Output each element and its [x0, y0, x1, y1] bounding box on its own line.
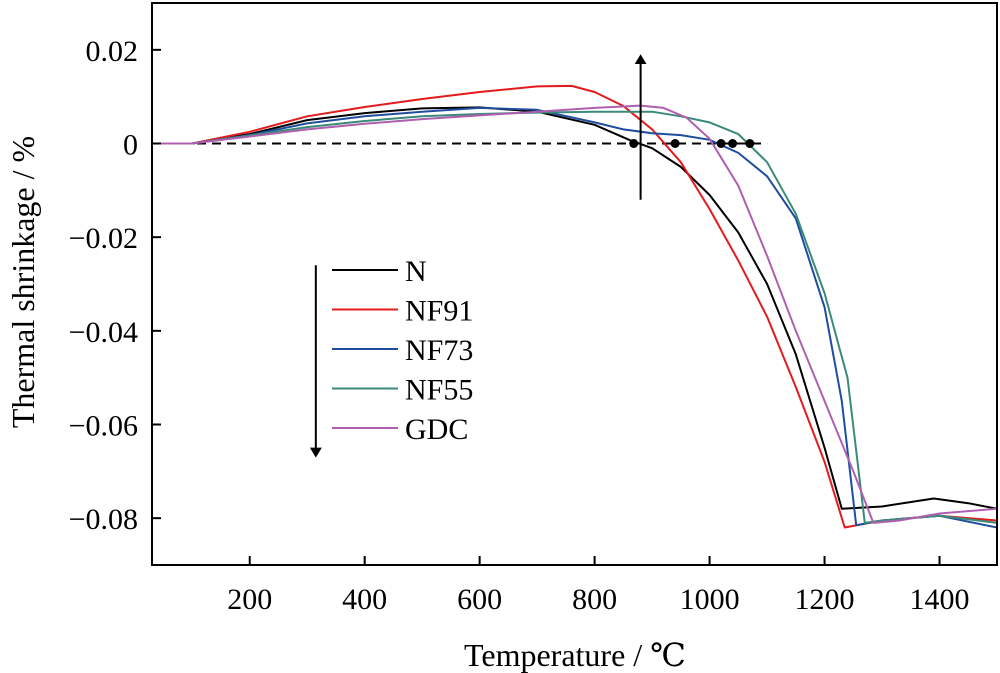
- onset-point: [716, 139, 726, 148]
- onset-point: [629, 139, 639, 148]
- x-tick-label: 600: [457, 583, 502, 616]
- plot-frame: [151, 2, 998, 566]
- series-line-nf91: [152, 84, 997, 529]
- plot-area: [152, 84, 997, 529]
- legend-label-n: N: [405, 255, 427, 288]
- legend-label-nf55: NF55: [405, 374, 473, 407]
- axes: 200 400 600 800 1000 1200 1400 0.02 0 −0.02 −0.04 −…: [69, 2, 998, 616]
- legend-label-gdc: GDC: [405, 413, 468, 446]
- y-tick-label: −0.02: [69, 222, 138, 255]
- x-tick-label: 1400: [910, 583, 970, 616]
- y-tick-label: −0.08: [69, 503, 138, 536]
- onset-point: [670, 139, 680, 148]
- legend-label-nf91: NF91: [405, 295, 473, 328]
- legend-label-nf73: NF73: [405, 334, 473, 367]
- x-tick-label: 800: [572, 583, 617, 616]
- legend: N NF91 NF73 NF55 GDC: [332, 255, 473, 446]
- x-tick-label: 200: [227, 583, 272, 616]
- onset-point: [728, 139, 738, 148]
- series-line-gdc: [152, 104, 997, 524]
- annotations: [309, 54, 647, 458]
- x-axis-title: Temperature / ℃: [464, 637, 686, 673]
- y-axis-title: Thermal shrinkage / %: [5, 136, 41, 428]
- onset-point: [745, 139, 755, 148]
- x-tick-label: 400: [342, 583, 387, 616]
- series-line-n: [152, 106, 997, 510]
- x-tick-label: 1200: [795, 583, 855, 616]
- y-tick-label: 0.02: [86, 35, 139, 68]
- y-tick-label: −0.06: [69, 410, 138, 443]
- y-tick-label: 0: [123, 129, 138, 162]
- x-tick-label: 1000: [680, 583, 740, 616]
- y-tick-label: −0.04: [69, 316, 138, 349]
